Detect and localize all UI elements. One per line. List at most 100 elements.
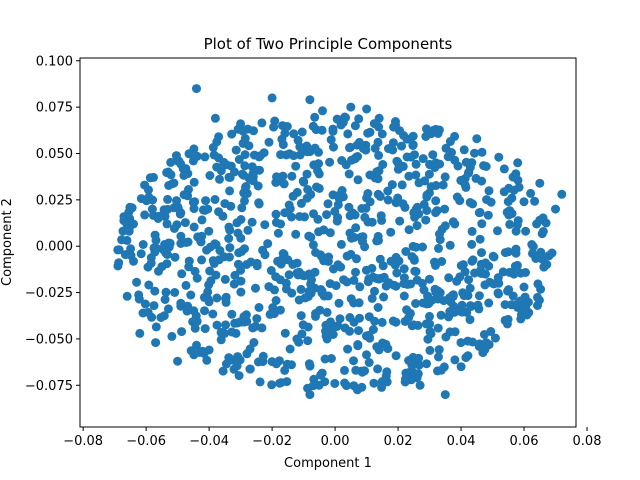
data-point: [240, 161, 250, 171]
data-point: [374, 345, 384, 355]
data-point: [513, 216, 523, 226]
data-point: [370, 316, 380, 326]
data-point: [415, 380, 425, 390]
data-point: [172, 196, 181, 206]
data-point: [466, 302, 476, 311]
data-point: [467, 239, 477, 249]
data-point: [120, 250, 130, 260]
data-point: [154, 266, 163, 276]
data-point: [374, 122, 384, 132]
data-point: [484, 298, 494, 308]
data-point: [483, 210, 493, 220]
data-point: [505, 206, 515, 216]
data-point: [296, 311, 306, 321]
data-point: [388, 145, 398, 155]
data-point: [465, 315, 475, 325]
data-point: [538, 227, 548, 236]
data-point: [332, 216, 342, 226]
data-point: [374, 150, 384, 160]
data-point: [126, 244, 136, 254]
data-point: [377, 382, 387, 392]
data-point: [302, 147, 312, 157]
data-point: [505, 267, 515, 277]
data-point: [122, 291, 132, 301]
data-point: [263, 239, 273, 249]
data-point: [234, 371, 244, 381]
data-point: [303, 322, 313, 332]
data-point: [318, 106, 327, 116]
data-point: [167, 331, 177, 341]
data-point: [162, 250, 172, 259]
data-point: [336, 262, 346, 272]
data-point: [208, 143, 218, 152]
data-point: [450, 355, 460, 365]
data-point: [119, 216, 129, 226]
data-point: [292, 334, 302, 344]
data-point: [264, 137, 274, 147]
data-point: [244, 141, 254, 151]
data-point: [265, 309, 275, 319]
data-point: [260, 220, 270, 230]
data-point: [331, 281, 341, 291]
data-point: [267, 357, 277, 367]
data-point: [297, 127, 307, 137]
data-point: [218, 366, 228, 376]
data-point: [232, 361, 242, 371]
data-point: [399, 291, 409, 301]
data-point: [422, 192, 432, 202]
data-point: [353, 340, 363, 349]
data-point: [218, 211, 228, 221]
data-point: [134, 290, 144, 300]
data-point: [494, 289, 503, 299]
data-point: [183, 301, 193, 311]
data-point: [210, 113, 220, 123]
data-point: [499, 164, 509, 174]
data-point: [291, 161, 301, 171]
data-point: [135, 328, 145, 338]
data-point: [397, 141, 406, 151]
data-point: [210, 195, 220, 204]
x-tick-label: 0.00: [321, 434, 350, 449]
data-point: [536, 247, 546, 257]
data-point: [189, 222, 199, 232]
data-point: [363, 277, 373, 287]
data-point: [493, 226, 502, 236]
data-point: [376, 211, 386, 221]
data-point: [349, 356, 358, 366]
data-point: [438, 180, 448, 190]
data-point: [526, 188, 536, 198]
data-point: [468, 337, 478, 347]
data-point: [346, 294, 356, 304]
data-point: [215, 174, 224, 184]
data-point: [479, 330, 489, 339]
data-point: [433, 323, 443, 333]
data-point: [299, 177, 309, 187]
data-point: [426, 329, 436, 339]
data-point: [477, 176, 487, 186]
data-point: [357, 367, 367, 377]
data-point: [161, 287, 171, 297]
data-point: [410, 266, 420, 276]
data-point: [212, 293, 222, 303]
data-point: [336, 239, 346, 249]
data-point: [219, 252, 229, 262]
data-point: [246, 257, 256, 267]
data-point: [264, 282, 274, 292]
data-point: [528, 248, 537, 258]
data-point: [287, 360, 296, 370]
data-point: [440, 204, 450, 214]
data-point: [197, 255, 207, 265]
data-point: [203, 294, 213, 304]
data-point: [212, 320, 222, 330]
data-point: [238, 126, 248, 136]
data-point: [431, 208, 441, 218]
data-point: [241, 310, 251, 320]
data-point: [257, 118, 267, 128]
data-point: [395, 216, 405, 226]
data-point: [282, 377, 292, 387]
data-point: [445, 309, 455, 319]
data-point: [169, 178, 179, 188]
data-point: [457, 307, 467, 317]
data-point: [302, 193, 312, 203]
data-point: [445, 137, 455, 146]
